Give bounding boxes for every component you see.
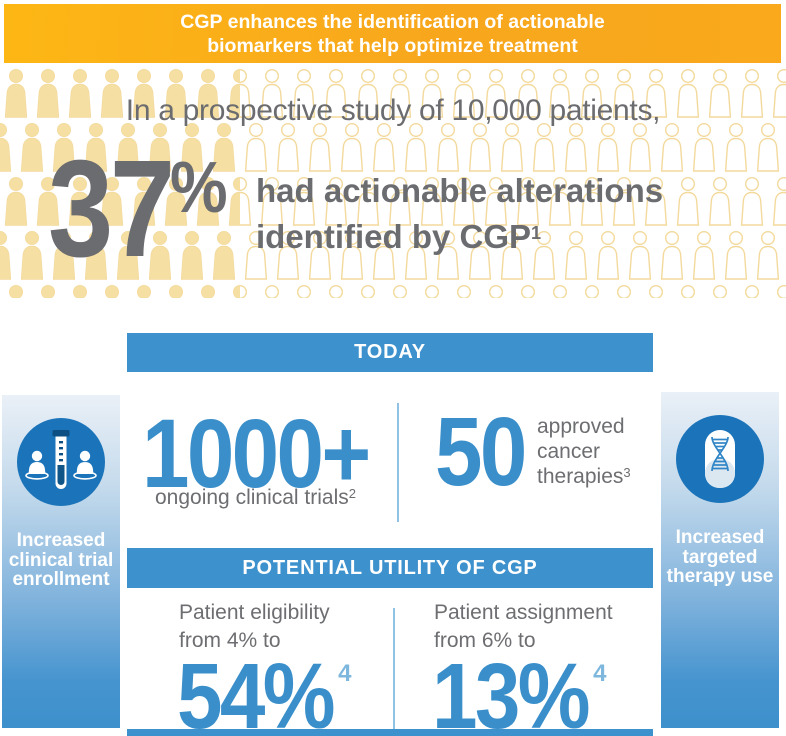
dna-capsule-icon [675, 414, 765, 504]
sidebar-clinical-trial-label: Increased clinical trial enrollment [8, 530, 114, 590]
eligibility-stat: 54% 4 [177, 644, 352, 736]
reference-4: 4 [593, 660, 607, 687]
study-heading: In a prospective study of 10,000 patient… [125, 94, 661, 127]
utility-divider [393, 608, 395, 729]
people-pattern [0, 68, 786, 298]
study-description-line1: had actionable alterations [256, 172, 664, 209]
therapies-label: approved cancer therapies3 [537, 415, 631, 488]
trials-stat: 1000+ [142, 399, 371, 508]
trials-label: ongoing clinical trials2 [155, 486, 357, 509]
therapies-stat: 50 [435, 397, 527, 506]
today-header-label: TODAY [354, 341, 426, 363]
banner-line1: CGP enhances the identification of actio… [180, 10, 605, 33]
banner-line2: biomarkers that help optimize treatment [207, 34, 578, 57]
study-description: had actionable alterations identified by… [256, 168, 663, 265]
reference-2: 2 [348, 486, 357, 502]
today-header-bar: TODAY [127, 333, 653, 372]
study-description-line2: identified by CGP1 [256, 218, 542, 255]
eligibility-label: Patient eligibility from 4% to [179, 601, 330, 652]
study-section: In a prospective study of 10,000 patient… [0, 68, 786, 298]
bottom-bar [127, 729, 653, 736]
assignment-label: Patient assignment from 6% to [434, 601, 613, 652]
study-stat: 37 % [48, 140, 234, 278]
reference-3: 3 [623, 465, 631, 481]
reference-4: 4 [338, 660, 352, 687]
banner: CGP enhances the identification of actio… [4, 4, 781, 63]
utility-header-bar: POTENTIAL UTILITY OF CGP [127, 548, 653, 588]
assignment-stat: 13% 4 [432, 644, 607, 736]
reference-1: 1 [531, 222, 542, 243]
utility-header-label: POTENTIAL UTILITY OF CGP [242, 556, 538, 579]
stat-percent-sign: % [169, 148, 228, 228]
sidebar-targeted-therapy-label: Increased targeted therapy use [666, 527, 774, 587]
clinical-trial-enrollment-icon [16, 417, 106, 507]
today-divider [397, 403, 399, 522]
sidebar-targeted-therapy: Increased targeted therapy use [661, 392, 779, 728]
stat-37: 37 [48, 132, 175, 286]
center-panel: TODAY 1000+ ongoing clinical trials2 50 … [127, 333, 653, 736]
sidebar-clinical-trial: Increased clinical trial enrollment [2, 395, 120, 728]
